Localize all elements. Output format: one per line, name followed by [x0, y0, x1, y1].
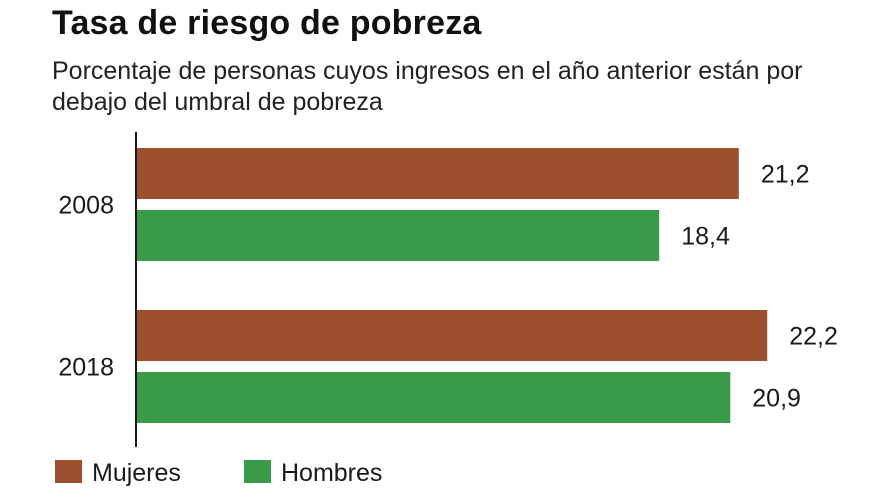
bars-group [136, 148, 768, 423]
value-labels: 21,2 18,4 22,2 20,9 [681, 161, 838, 413]
value-label-hombres-2008: 18,4 [681, 223, 730, 251]
chart-title: Tasa de riesgo de pobreza [52, 4, 482, 42]
legend-label-hombres: Hombres [281, 459, 382, 487]
legend-swatch-hombres [244, 460, 271, 483]
legend-swatch-mujeres [55, 460, 82, 483]
value-label-mujeres-2018: 22,2 [789, 323, 838, 351]
chart-subtitle: Porcentaje de personas cuyos ingresos en… [52, 57, 803, 116]
value-label-hombres-2018: 20,9 [752, 385, 801, 413]
legend-label-mujeres: Mujeres [92, 459, 181, 487]
category-label-2018: 2018 [58, 354, 114, 382]
category-labels: 2008 2018 [58, 192, 114, 382]
bar-hombres-2018 [136, 372, 731, 423]
legend: Mujeres Hombres [55, 459, 382, 487]
bar-mujeres-2008 [136, 148, 739, 199]
category-label-2008: 2008 [58, 192, 114, 220]
bar-mujeres-2018 [136, 310, 768, 361]
value-label-mujeres-2008: 21,2 [761, 161, 810, 189]
bar-hombres-2008 [136, 210, 660, 261]
